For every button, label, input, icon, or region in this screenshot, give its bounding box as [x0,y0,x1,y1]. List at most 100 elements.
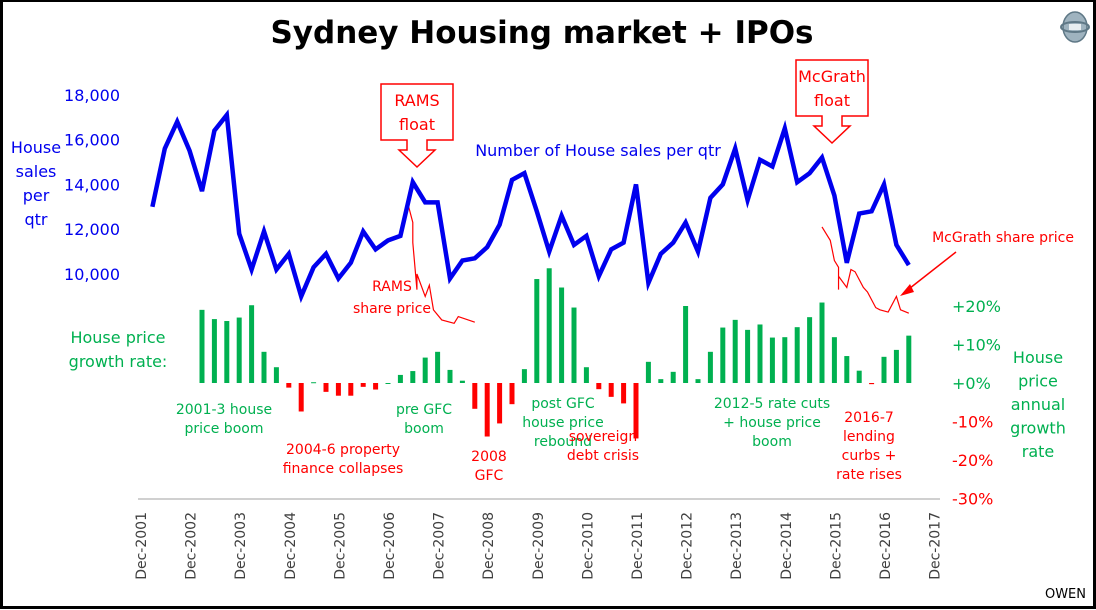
sales-series-line [150,109,911,304]
rams-share-line [408,206,475,324]
growth-bar [621,383,627,404]
annotation-text: rate rises [836,467,902,483]
right-axis: +20% +10% +0% -10% -20% -30% House price annual g… [952,297,1066,509]
mcgrath-float-callout-box [795,59,869,145]
growth-bar [720,327,726,383]
growth-bar [534,279,540,383]
right-tick-label: -20% [952,451,993,470]
annotation-text: GFC [475,468,504,484]
x-tick-label: Dec-2010 [580,512,596,580]
annotation-text: debt crisis [567,448,639,464]
rams-float-callout-text: float [399,115,435,134]
left-tick-label: 10,000 [64,265,120,284]
growth-bar [435,351,441,383]
right-axis-label: growth [1010,419,1066,438]
growth-bar [373,383,379,390]
mcgrath-arrow [904,251,957,293]
growth-bar [323,383,329,392]
growth-bars [199,268,912,439]
right-tick-label: -10% [952,413,993,432]
annotation-text: lending [843,429,895,445]
growth-bar [869,383,875,385]
annotation-text: finance collapses [283,461,404,477]
growth-bar [819,302,825,383]
left-axis: 10,000 12,000 14,000 16,000 18,000 House sales… [11,86,167,371]
sales-line: Number of House sales per qtr [150,109,911,304]
x-tick-label: Dec-2004 [283,512,299,580]
annotation-text: house price [522,415,604,431]
growth-bar [732,319,738,383]
growth-bar [335,383,341,396]
growth-bar [311,382,317,384]
growth-bar [571,307,577,383]
mcgrath-share-label: McGrath share price [932,230,1074,246]
rams-float-callout-box [380,83,454,169]
left-tick-label: 12,000 [64,220,120,239]
growth-bar [807,317,813,383]
x-tick-label: Dec-2014 [779,512,795,580]
growth-bar [422,357,428,383]
growth-bar [410,371,416,383]
growth-bar [769,337,775,383]
growth-bar [707,351,713,383]
logo-icon [1060,11,1090,43]
growth-bar [670,371,676,383]
x-tick-label: Dec-2002 [184,512,200,580]
x-axis: Dec-2001 Dec-2002 Dec-2003 Dec-2004 Dec-2005… [134,498,944,580]
x-tick-label: Dec-2005 [332,512,348,580]
annotation-text: 2012-5 rate cuts [714,396,830,412]
growth-bar [286,383,292,388]
growth-label: House price [70,328,165,347]
growth-bar [348,383,354,396]
annotations: RAMS float McGrath float 2001-3 house price b… [176,59,902,484]
growth-bar [831,337,837,383]
annotation-text: 2016-7 [844,410,894,426]
mcgrath-share-line [821,226,910,314]
growth-bar [856,370,862,383]
growth-bar [236,317,242,383]
growth-bar [273,367,279,383]
growth-bar [583,367,589,383]
growth-bar [360,383,366,387]
right-tick-label: +20% [952,297,1001,316]
watermark-text: OWEN [1045,587,1086,602]
left-axis-label: per [23,186,50,205]
growth-bar [199,309,205,383]
mcgrath-float-callout-text: float [814,91,850,110]
x-tick-label: Dec-2017 [928,512,944,580]
sales-series-label: Number of House sales per qtr [475,141,721,160]
growth-bar [844,356,850,383]
right-axis-label: rate [1022,442,1055,461]
growth-bar [249,305,255,383]
growth-bar [224,321,230,383]
x-tick-label: Dec-2016 [878,512,894,580]
left-tick-label: 14,000 [64,175,120,194]
annotation-text: sovereign [569,429,637,445]
growth-bar [906,335,912,383]
right-tick-label: +10% [952,336,1001,355]
rams-share-label: RAMS [372,279,412,295]
x-tick-label: Dec-2009 [531,512,547,580]
annotation-text: rebound [534,434,592,450]
x-tick-label: Dec-2008 [481,512,497,580]
right-axis-label: annual [1011,395,1065,414]
growth-bar [447,369,453,383]
growth-bar [559,287,565,383]
growth-bar [459,380,465,383]
growth-bar [298,383,304,412]
annotation-text: post GFC [531,396,595,412]
arrow-head-icon [900,284,914,296]
annotation-text: 2008 [471,449,507,465]
growth-bar [385,383,391,384]
growth-bar [757,324,763,383]
annotation-text: boom [752,434,792,450]
rams-share-label: share price [353,301,431,317]
growth-bar [596,383,602,390]
x-tick-label: Dec-2012 [680,512,696,580]
annotation-text: 2001-3 house [176,402,272,418]
growth-bar [794,327,800,383]
x-tick-label: Dec-2003 [233,512,249,580]
chart-title: Sydney Housing market + IPOs [270,15,813,51]
